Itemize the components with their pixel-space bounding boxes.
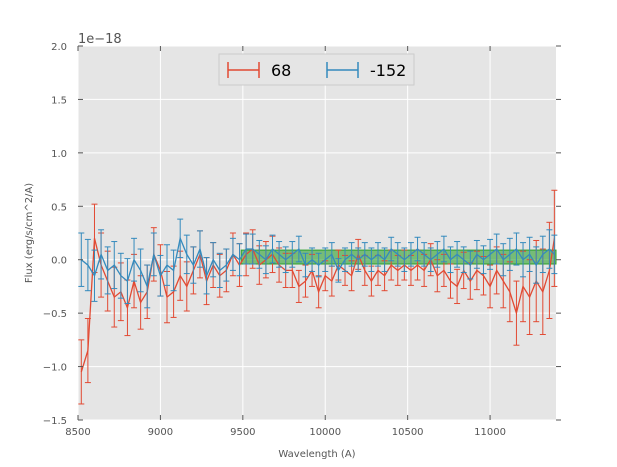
x-axis-label: Wavelength (A): [278, 449, 355, 460]
y-tick-label: 1.5: [51, 95, 67, 106]
grid-lines: [77, 45, 556, 421]
x-tick-label: 11000: [474, 427, 506, 438]
y-tick-label: 1.0: [51, 149, 67, 160]
legend-entry-68: 68: [227, 61, 291, 80]
x-tick-label: 10500: [392, 427, 424, 438]
series-layer: [78, 189, 558, 405]
x-tick-label: 9000: [148, 427, 173, 438]
y-tick-label: −0.5: [43, 309, 67, 320]
axis-ticks: 8500 9000 9500 10000 10500 11000 −1.5 −1.0 −0.5 0…: [43, 42, 561, 438]
plot-area: [78, 46, 556, 420]
legend-label-68: 68: [271, 61, 291, 80]
series-1: [78, 218, 558, 309]
x-tick-label: 10000: [309, 427, 341, 438]
y-tick-label: −1.5: [43, 416, 67, 427]
legend-label-152: -152: [370, 61, 406, 80]
y-tick-label: −1.0: [43, 363, 67, 374]
y-tick-label: 0.0: [51, 256, 67, 267]
legend-entry-152: -152: [326, 61, 406, 80]
y-tick-label: 2.0: [51, 42, 67, 53]
x-tick-label: 8500: [65, 427, 90, 438]
y-tick-label: 0.5: [51, 202, 67, 213]
y-axis-label: Flux (erg/s/cm^2/A): [24, 183, 35, 283]
y-offset-label: 1e−18: [78, 32, 122, 47]
legend: 68 -152: [218, 53, 415, 86]
x-tick-label: 9500: [230, 427, 255, 438]
